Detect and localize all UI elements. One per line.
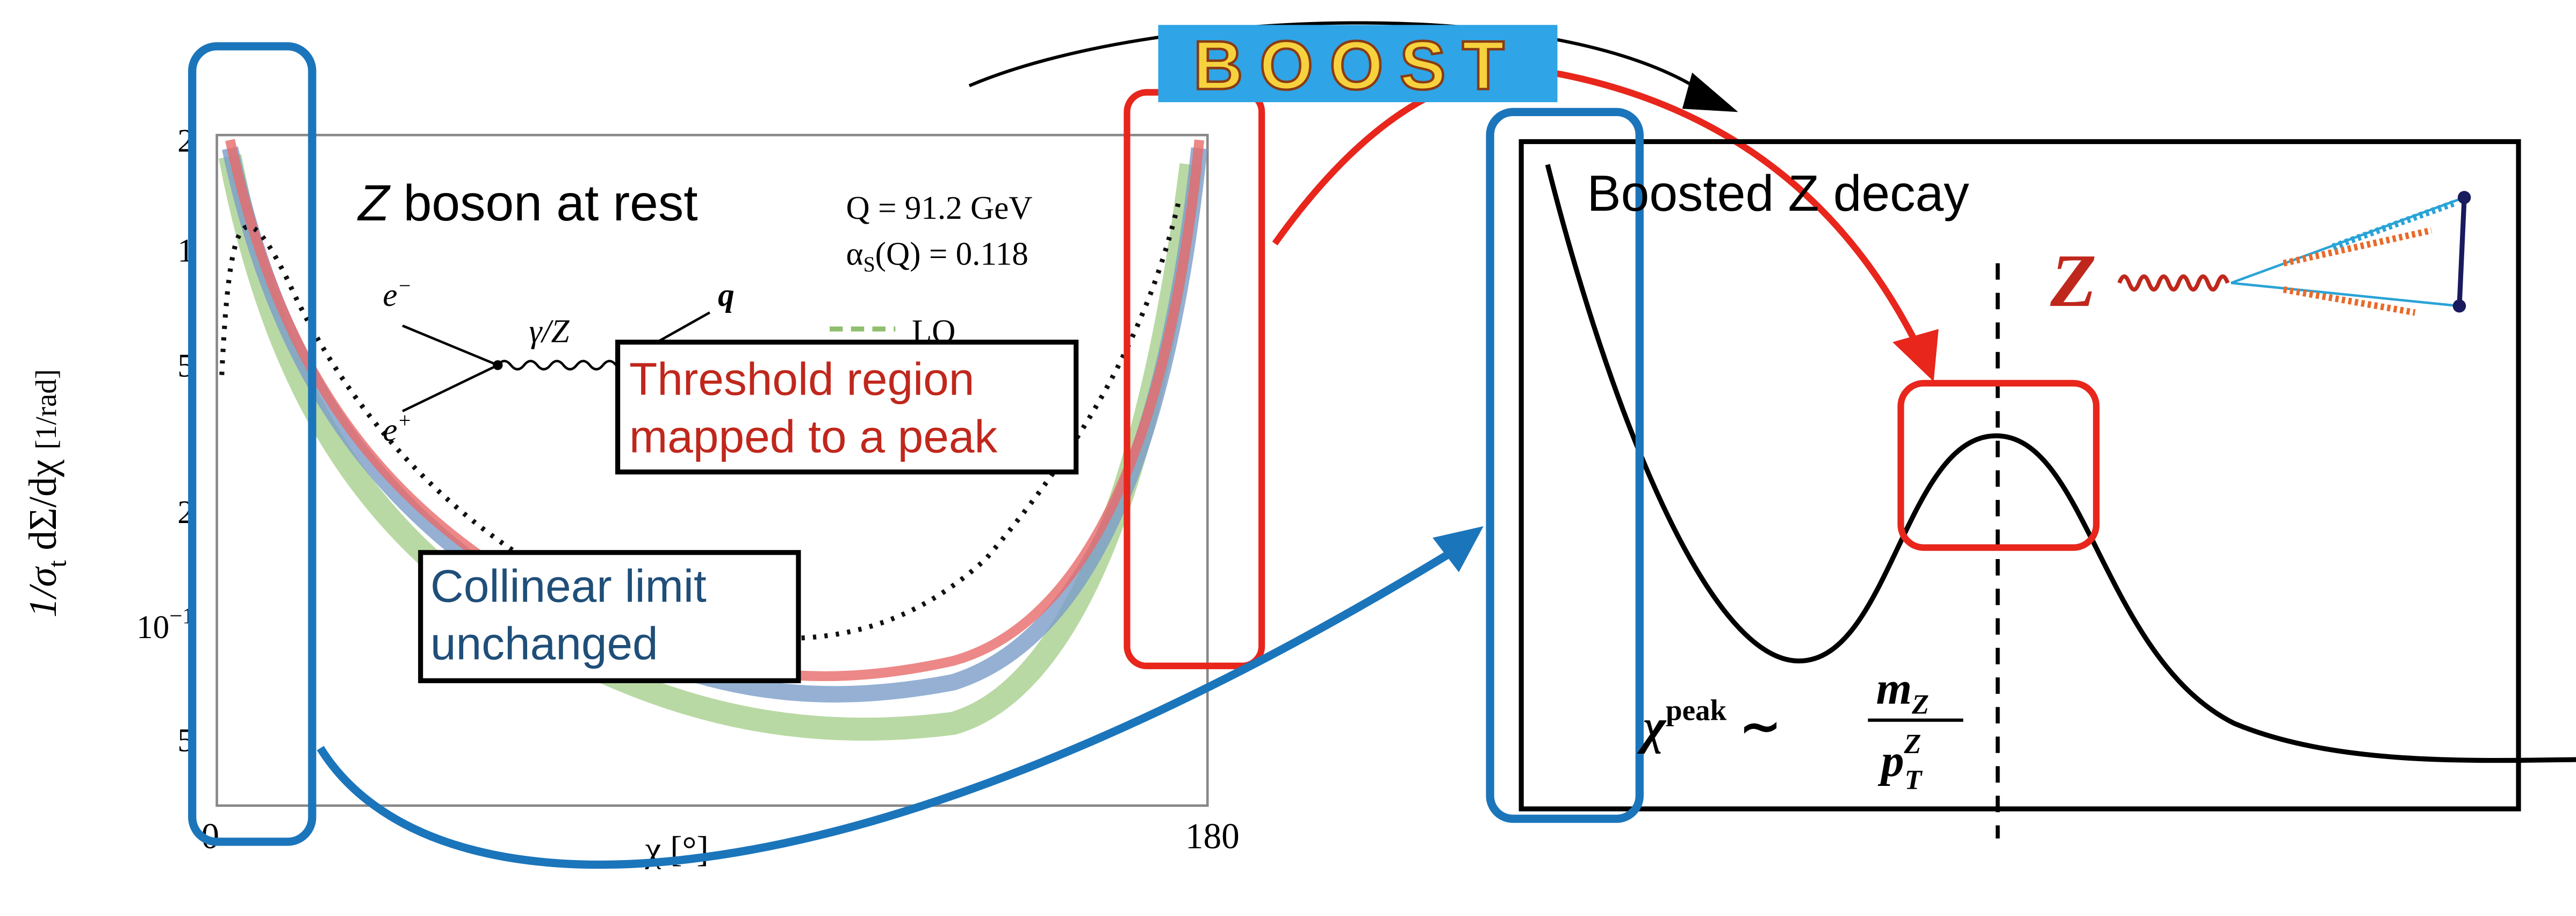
fermion-line [402,326,498,365]
z-boson-label: Z [2050,239,2097,323]
label-sub: t [42,560,71,568]
boson-line [2119,276,2228,289]
decay-line [2231,283,2459,306]
arrow-head [1433,526,1484,572]
sub: Z [1911,689,1929,720]
label-main: 1/σ [21,566,64,618]
title-z: Z [357,175,391,232]
title-rest: boson at rest [389,175,697,232]
y-tick-label: 10−1 [136,603,194,646]
radiation [2284,290,2415,313]
jet-end [2453,299,2466,312]
e: e [383,412,397,448]
jet-end [2458,191,2471,204]
threshold-text: Threshold region [629,354,974,405]
e: e [383,277,397,313]
logo: BOOST [1193,27,1521,104]
right-title: Boosted Z decay [1587,165,1969,222]
page: 2 1 5 2 10−1 5 1/σt dΣ/dχ[1/rad] 0 180 χ… [0,0,2576,916]
plot-title: Z boson at rest [357,175,698,232]
relation: ∼ [1740,699,1781,754]
sub: T [1905,765,1923,796]
superscript: peak [1666,694,1727,727]
fermion-line [402,365,498,411]
formula: χpeak∼ [1637,694,1781,754]
peak-highlight [1901,383,2096,548]
alpha-rest: (Q) = 0.118 [875,237,1028,273]
collinear-text: unchanged [430,619,658,670]
m: m [1876,663,1912,714]
arrow-head [1682,73,1738,112]
numerator: mZ [1876,663,1929,720]
param-alpha: αS(Q) = 0.118 [846,237,1028,276]
y-tick-base: 10 [136,610,169,646]
alpha-sub: S [864,253,875,276]
vertex [493,360,502,370]
jet-link [2459,197,2464,306]
propagator-line [498,361,616,369]
param-q: Q = 91.2 GeV [846,190,1033,226]
feynman-label: q [718,277,735,313]
collinear-highlight [192,46,312,842]
figure: 2 1 5 2 10−1 5 1/σt dΣ/dχ[1/rad] 0 180 χ… [0,0,2576,916]
sign: − [398,274,412,298]
alpha: α [846,237,864,273]
arrow-head [1893,329,1939,382]
x-tick-label: 180 [1185,816,1240,856]
y-axis-label: 1/σt dΣ/dχ [1/rad] [21,369,71,618]
label-unit: [1/rad] [30,369,62,450]
sup: Z [1904,729,1922,760]
sign: + [398,409,412,432]
collinear-text: Collinear limit [430,561,707,612]
feynman-label: γ/Z [529,313,570,349]
threshold-text: mapped to a peak [629,411,997,462]
feynman-label: e− [383,274,412,313]
p: p [1877,735,1904,786]
feynman-label: e+ [383,409,412,448]
label-rest: dΣ/dχ [21,459,64,560]
